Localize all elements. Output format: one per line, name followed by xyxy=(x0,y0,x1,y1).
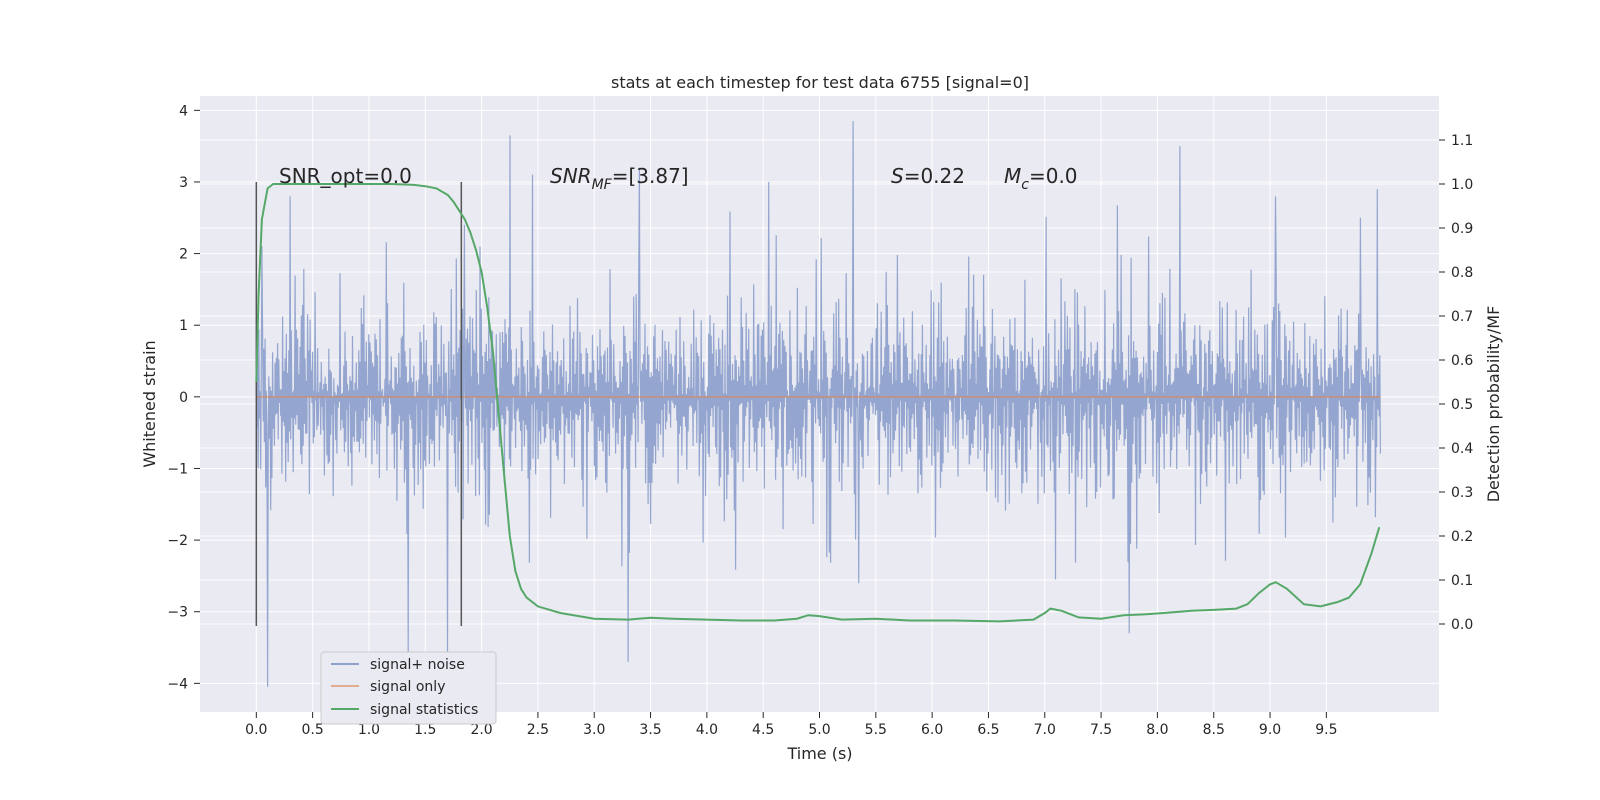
y-tick-label-0: 4 xyxy=(179,103,188,119)
y-right-tick-label-3: 0.8 xyxy=(1451,265,1473,281)
x-tick-label-1: 0.5 xyxy=(302,722,324,738)
window-markers xyxy=(255,181,463,627)
annotation-s-value: =0.22 xyxy=(904,164,965,188)
x-axis-label: Time (s) xyxy=(786,744,852,763)
x-tick-label-12: 6.0 xyxy=(921,722,943,738)
x-tick-label-3: 1.5 xyxy=(414,722,436,738)
legend: signal+ noise signal only signal statist… xyxy=(320,651,497,725)
annotation-mc: Mc=0.0 xyxy=(1004,164,1078,193)
y-right-tick-label-1: 1.0 xyxy=(1451,177,1473,193)
x-tick-label-16: 8.0 xyxy=(1146,722,1168,738)
series-signal-statistics xyxy=(255,183,1381,623)
y-right-tick-label-8: 0.3 xyxy=(1451,485,1473,501)
x-tick-label-8: 4.0 xyxy=(696,722,718,738)
x-axis-ticks: 0.0 0.5 1.0 1.5 2.0 2.5 3.0 3.5 4.0 4.5 5.0 5.5 6.0 6… xyxy=(245,712,1337,738)
y-axis-label: Whitened strain xyxy=(140,340,159,467)
annotation-s: S=0.22 xyxy=(891,164,965,188)
signal-noise-line xyxy=(255,121,1381,687)
y-axis-ticks: 4 3 2 1 0 −1 −2 −3 −4 xyxy=(167,103,200,692)
legend-box xyxy=(320,651,497,725)
right-y-axis-ticks: 1.1 1.0 0.9 0.8 0.7 0.6 0.5 0.4 0.3 0.2 0.1 0.0 xyxy=(1439,133,1473,633)
series-signal-noise xyxy=(255,121,1381,687)
x-tick-label-19: 9.5 xyxy=(1315,722,1337,738)
legend-label-signal-noise: signal+ noise xyxy=(370,657,465,673)
annotation-s-main: S xyxy=(891,164,904,188)
y-right-tick-label-7: 0.4 xyxy=(1451,441,1473,457)
signal-statistics-line xyxy=(255,183,1381,623)
x-tick-label-9: 4.5 xyxy=(752,722,774,738)
x-tick-label-18: 9.0 xyxy=(1259,722,1281,738)
x-tick-label-5: 2.5 xyxy=(527,722,549,738)
legend-label-signal-statistics: signal statistics xyxy=(370,702,478,718)
y-right-tick-label-11: 0.0 xyxy=(1451,617,1473,633)
x-tick-label-0: 0.0 xyxy=(245,722,267,738)
x-tick-label-11: 5.5 xyxy=(865,722,887,738)
x-tick-label-15: 7.5 xyxy=(1090,722,1112,738)
x-tick-label-14: 7.0 xyxy=(1034,722,1056,738)
annotation-mc-main: M xyxy=(1004,164,1021,188)
x-tick-label-7: 3.5 xyxy=(639,722,661,738)
y-tick-label-5: −1 xyxy=(167,461,188,477)
y-tick-label-1: 3 xyxy=(179,175,188,191)
annotation-snr-mf: SNRMF=[3.87] xyxy=(550,164,689,193)
x-tick-label-6: 3.0 xyxy=(583,722,605,738)
annotation-mc-value: =0.0 xyxy=(1029,164,1078,188)
legend-label-signal-only: signal only xyxy=(370,679,445,695)
x-tick-label-13: 6.5 xyxy=(977,722,999,738)
annotation-snr-mf-value: =[3.87] xyxy=(612,164,689,188)
y-tick-label-4: 0 xyxy=(179,390,188,406)
x-tick-label-10: 5.0 xyxy=(808,722,830,738)
x-tick-label-17: 8.5 xyxy=(1203,722,1225,738)
y-tick-label-2: 2 xyxy=(179,247,188,263)
x-tick-label-2: 1.0 xyxy=(358,722,380,738)
chart-title: stats at each timestep for test data 675… xyxy=(611,73,1029,92)
y-tick-label-7: −3 xyxy=(167,605,188,621)
right-y-axis-label: Detection probability/MF xyxy=(1484,306,1503,503)
y-right-tick-label-2: 0.9 xyxy=(1451,221,1473,237)
annotation-mc-sub: c xyxy=(1021,177,1029,193)
annotation-snr-mf-sub: MF xyxy=(592,177,613,193)
y-right-tick-label-5: 0.6 xyxy=(1451,353,1473,369)
y-right-tick-label-0: 1.1 xyxy=(1451,133,1473,149)
annotation-snr-mf-main: SNR xyxy=(550,164,592,188)
y-tick-label-8: −4 xyxy=(167,676,188,692)
y-tick-label-3: 1 xyxy=(179,318,188,334)
y-right-tick-label-6: 0.5 xyxy=(1451,397,1473,413)
x-tick-label-4: 2.0 xyxy=(470,722,492,738)
y-right-tick-label-9: 0.2 xyxy=(1451,529,1473,545)
y-right-tick-label-4: 0.7 xyxy=(1451,309,1473,325)
y-right-tick-label-10: 0.1 xyxy=(1451,573,1473,589)
annotation-snr-opt: SNR_opt=0.0 xyxy=(279,164,412,188)
y-tick-label-6: −2 xyxy=(167,533,188,549)
